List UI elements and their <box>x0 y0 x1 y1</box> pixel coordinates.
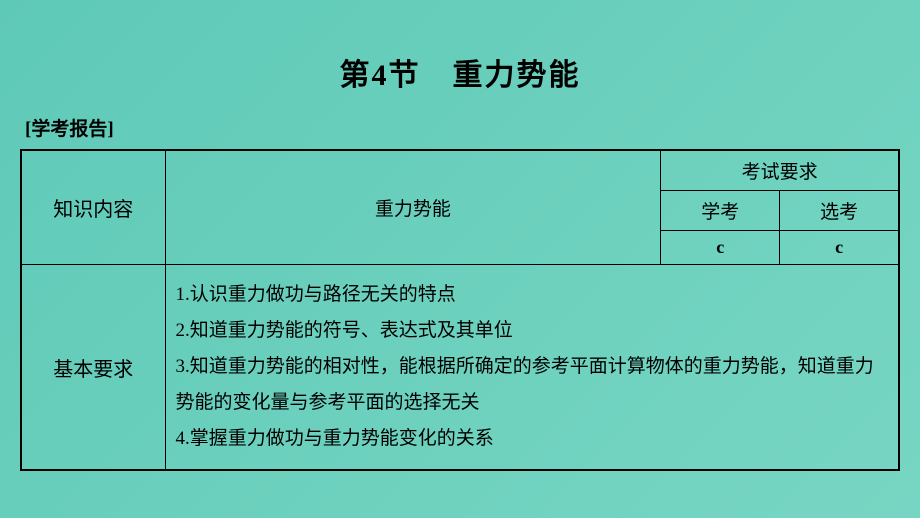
xuekao-header: 学考 <box>661 191 780 231</box>
content-table: 知识内容 重力势能 考试要求 学考 选考 c c 基本要求 1.认识重力做功与路… <box>20 149 900 471</box>
basic-req-content: 1.认识重力做功与路径无关的特点 2.知道重力势能的符号、表达式及其单位 3.知… <box>165 265 899 471</box>
table-row: 知识内容 重力势能 考试要求 <box>21 150 899 191</box>
xuankao-level: c <box>780 231 899 265</box>
req-item: 2.知道重力势能的符号、表达式及其单位 <box>176 313 888 349</box>
knowledge-header: 知识内容 <box>21 150 165 265</box>
req-item: 1.认识重力做功与路径无关的特点 <box>176 277 888 313</box>
exam-req-header: 考试要求 <box>661 150 899 191</box>
req-item: 3.知道重力势能的相对性，能根据所确定的参考平面计算物体的重力势能，知道重力势能… <box>176 349 888 421</box>
basic-req-label: 基本要求 <box>21 265 165 471</box>
xuankao-header: 选考 <box>780 191 899 231</box>
table-row: 基本要求 1.认识重力做功与路径无关的特点 2.知道重力势能的符号、表达式及其单… <box>21 265 899 471</box>
xuekao-level: c <box>661 231 780 265</box>
req-item: 4.掌握重力做功与重力势能变化的关系 <box>176 421 888 457</box>
report-subtitle: [学考报告] <box>20 114 900 141</box>
topic-header: 重力势能 <box>165 150 661 265</box>
section-title: 第4节 重力势能 <box>20 50 900 94</box>
